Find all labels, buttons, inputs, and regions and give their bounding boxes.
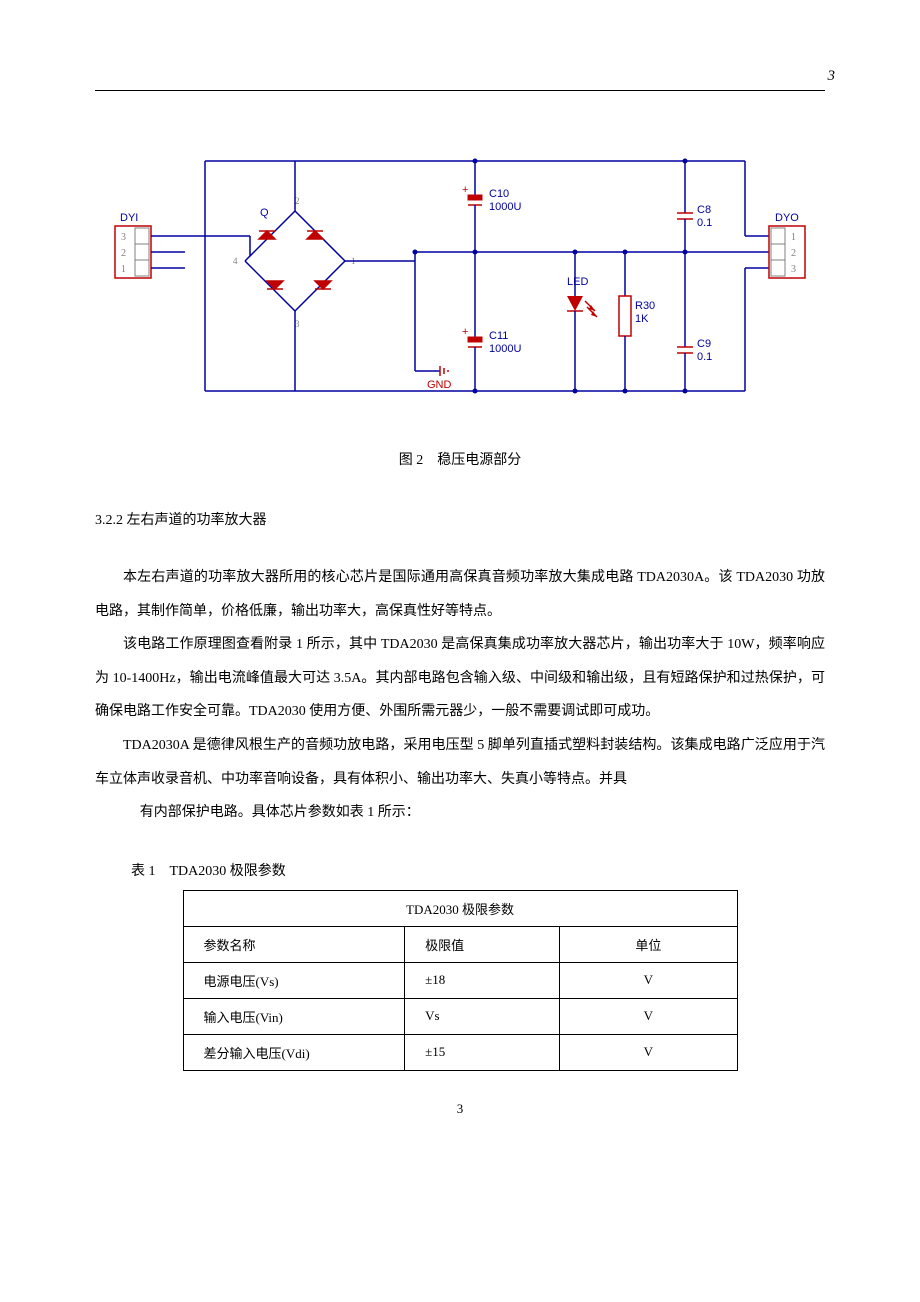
- dyo-box: [769, 226, 805, 278]
- c11: + C11 1000U: [462, 252, 521, 394]
- svg-text:0.1: 0.1: [697, 351, 712, 363]
- dyi-pin2-box: [135, 244, 149, 260]
- svg-text:C11: C11: [489, 330, 508, 342]
- gnd-symbol: [440, 366, 448, 376]
- cell-unit: V: [560, 1034, 737, 1070]
- bridge-label: Q: [260, 207, 269, 219]
- page-header-number: 3: [828, 68, 836, 85]
- paragraph-1: 本左右声道的功率放大器所用的核心芯片是国际通用高保真音频功率放大集成电路 TDA…: [95, 561, 825, 628]
- r30: R30 1K: [619, 250, 655, 394]
- svg-text:C8: C8: [697, 204, 711, 216]
- svg-text:C9: C9: [697, 338, 711, 350]
- circuit-diagram: DYI 3 2 1 Q 2 1 3 4: [105, 131, 815, 421]
- section-heading: 3.2.2 左右声道的功率放大器: [95, 509, 825, 529]
- table-row: 电源电压(Vs) ±18 V: [183, 962, 737, 998]
- c9: C9 0.1: [677, 252, 712, 394]
- figure-caption: 图 2 稳压电源部分: [95, 449, 825, 469]
- page-footer-number: 3: [95, 1101, 825, 1117]
- paragraph-3a: TDA2030A 是德律风根生产的音频功放电路，采用电压型 5 脚单列直插式塑料…: [95, 729, 825, 796]
- bridge-rectifier: 2 1 3 4: [233, 196, 356, 329]
- dyi-pin3-box: [135, 228, 149, 244]
- table-row: 输入电压(Vin) Vs V: [183, 998, 737, 1034]
- svg-text:0.1: 0.1: [697, 217, 712, 229]
- cell-name: 差分输入电压(Vdi): [183, 1034, 405, 1070]
- dyi-pin2: 2: [121, 248, 126, 259]
- dyi-pin3: 3: [121, 232, 126, 243]
- header-limit: 极限值: [405, 926, 560, 962]
- table-title: TDA2030 极限参数: [183, 890, 737, 926]
- table-caption: 表 1 TDA2030 极限参数: [131, 860, 825, 880]
- svg-text:+: +: [462, 184, 468, 196]
- dyi-pin1-box: [135, 260, 149, 276]
- svg-text:1K: 1K: [635, 313, 649, 325]
- svg-text:1: 1: [791, 232, 796, 243]
- table-title-row: TDA2030 极限参数: [183, 890, 737, 926]
- svg-text:R30: R30: [635, 300, 655, 312]
- header-unit: 单位: [560, 926, 737, 962]
- dyo-label: DYO: [775, 212, 799, 224]
- cell-limit: ±18: [405, 962, 560, 998]
- param-table: TDA2030 极限参数 参数名称 极限值 单位 电源电压(Vs) ±18 V …: [183, 890, 738, 1071]
- led: LED: [567, 250, 597, 394]
- dyi-pin1: 1: [121, 264, 126, 275]
- header-name: 参数名称: [183, 926, 405, 962]
- svg-text:+: +: [462, 326, 468, 338]
- svg-text:1000U: 1000U: [489, 343, 521, 355]
- gnd-label: GND: [427, 379, 452, 391]
- svg-text:LED: LED: [567, 276, 588, 288]
- svg-text:3: 3: [791, 264, 796, 275]
- svg-text:2: 2: [791, 248, 796, 259]
- table-row: 差分输入电压(Vdi) ±15 V: [183, 1034, 737, 1070]
- header-rule: [95, 90, 825, 91]
- cell-limit: Vs: [405, 998, 560, 1034]
- c8: C8 0.1: [677, 159, 712, 255]
- cell-unit: V: [560, 962, 737, 998]
- paragraph-2: 该电路工作原理图查看附录 1 所示，其中 TDA2030 是高保真集成功率放大器…: [95, 628, 825, 729]
- cell-unit: V: [560, 998, 737, 1034]
- cell-name: 输入电压(Vin): [183, 998, 405, 1034]
- svg-text:4: 4: [233, 256, 238, 266]
- svg-text:C10: C10: [489, 188, 509, 200]
- cell-name: 电源电压(Vs): [183, 962, 405, 998]
- c10: + C10 1000U: [462, 159, 521, 255]
- dyi-label: DYI: [120, 212, 138, 224]
- table-header-row: 参数名称 极限值 单位: [183, 926, 737, 962]
- paragraph-3b: 有内部保护电路。具体芯片参数如表 1 所示：: [95, 796, 825, 830]
- svg-text:1000U: 1000U: [489, 201, 521, 213]
- cell-limit: ±15: [405, 1034, 560, 1070]
